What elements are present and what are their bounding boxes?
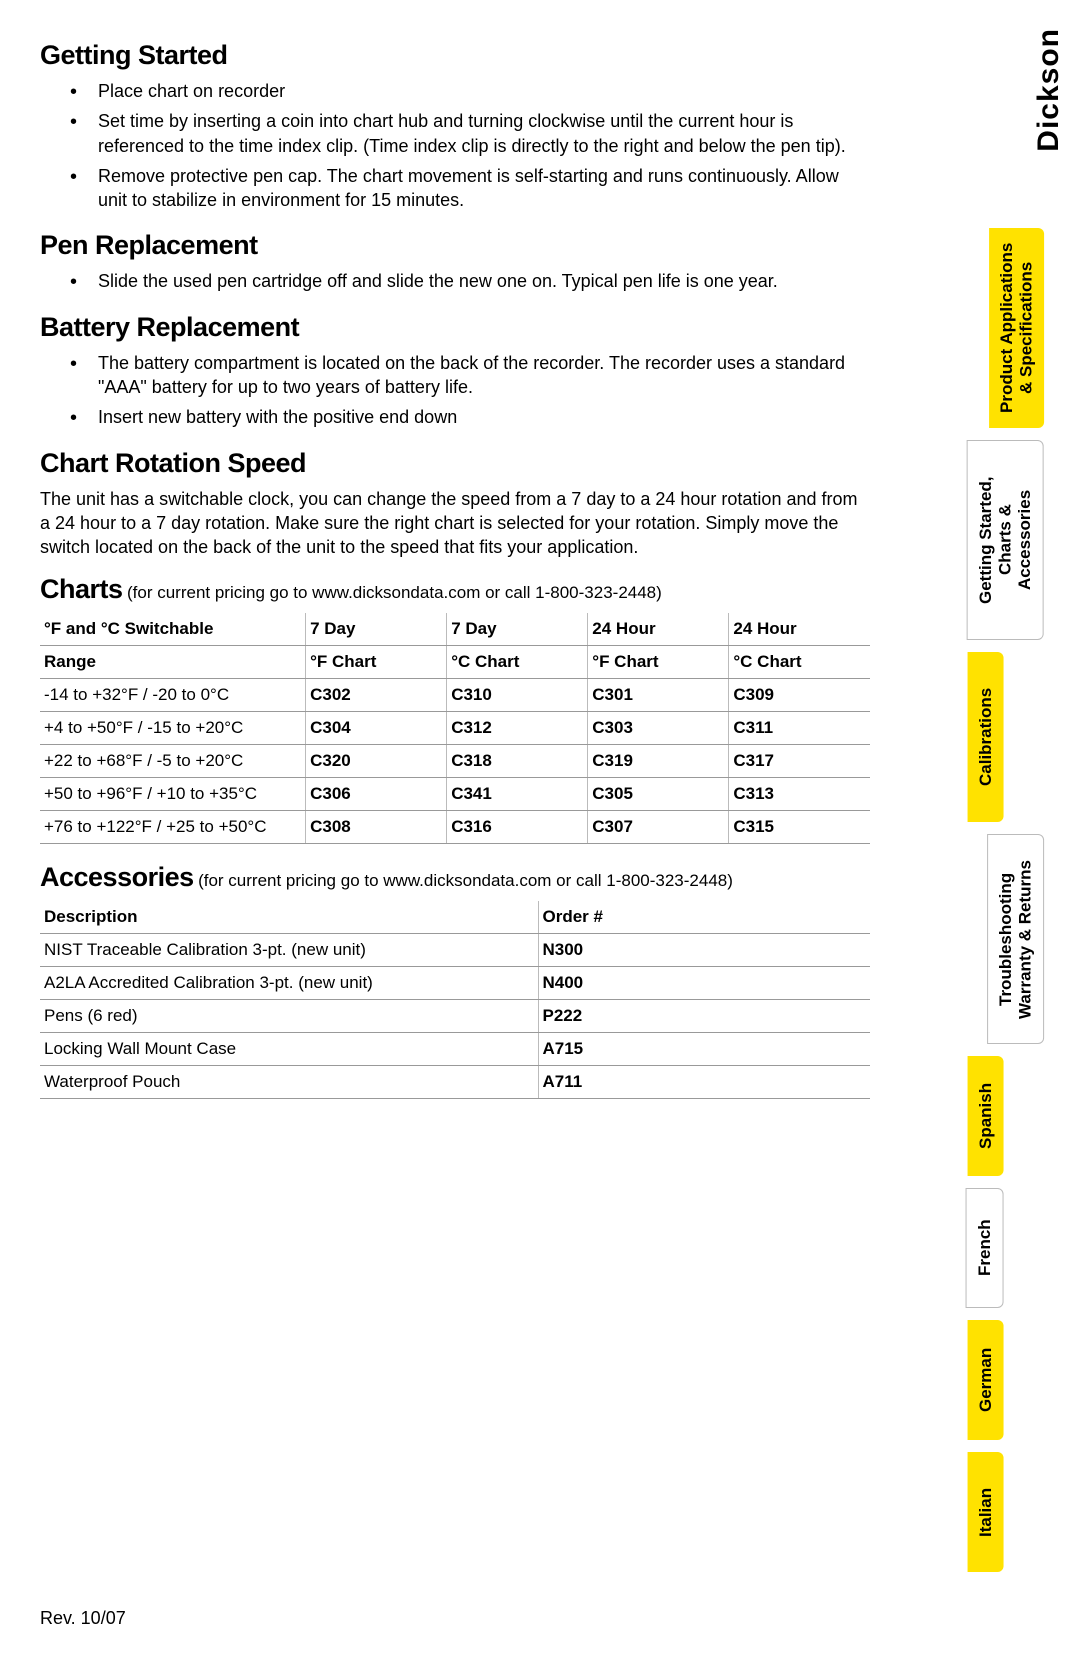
td-order: A715 <box>538 1032 870 1065</box>
table-row: +22 to +68°F / -5 to +20°C C320 C318 C31… <box>40 744 870 777</box>
table-row: Waterproof Pouch A711 <box>40 1065 870 1098</box>
list-item: Remove protective pen cap. The chart mov… <box>70 164 870 213</box>
heading-accessories: Accessories (for current pricing go to w… <box>40 862 870 893</box>
td-desc: Pens (6 red) <box>40 999 538 1032</box>
th: 7 Day <box>306 613 447 646</box>
td-code: C305 <box>588 777 729 810</box>
td-desc: Locking Wall Mount Case <box>40 1032 538 1065</box>
td-order: P222 <box>538 999 870 1032</box>
td-code: C301 <box>588 678 729 711</box>
charts-title: Charts <box>40 574 123 604</box>
td-code: C313 <box>729 777 870 810</box>
td-code: C309 <box>729 678 870 711</box>
list-item: Slide the used pen cartridge off and sli… <box>70 269 870 293</box>
side-tab[interactable]: Italian <box>968 1452 1004 1572</box>
td-code: C304 <box>306 711 447 744</box>
td-range: +50 to +96°F / +10 to +35°C <box>40 777 306 810</box>
accessories-title: Accessories <box>40 862 194 892</box>
th: Order # <box>538 901 870 934</box>
table-row: +50 to +96°F / +10 to +35°C C306 C341 C3… <box>40 777 870 810</box>
th: 24 Hour <box>588 613 729 646</box>
th: 7 Day <box>447 613 588 646</box>
side-tab[interactable]: German <box>968 1320 1004 1440</box>
table-row: NIST Traceable Calibration 3-pt. (new un… <box>40 933 870 966</box>
td-desc: A2LA Accredited Calibration 3-pt. (new u… <box>40 966 538 999</box>
td-code: C318 <box>447 744 588 777</box>
th: 24 Hour <box>729 613 870 646</box>
side-tab[interactable]: Spanish <box>968 1056 1004 1176</box>
td-code: C308 <box>306 810 447 843</box>
revision-label: Rev. 10/07 <box>40 1608 126 1629</box>
accessories-note: (for current pricing go to www.dicksonda… <box>198 871 733 890</box>
table-header-row: Range °F Chart °C Chart °F Chart °C Char… <box>40 645 870 678</box>
td-order: A711 <box>538 1065 870 1098</box>
list-battery-replacement: The battery compartment is located on th… <box>70 351 870 430</box>
td-code: C311 <box>729 711 870 744</box>
list-item: Insert new battery with the positive end… <box>70 405 870 429</box>
td-code: C303 <box>588 711 729 744</box>
table-row: A2LA Accredited Calibration 3-pt. (new u… <box>40 966 870 999</box>
side-tabs: Dickson Product Applications & Specifica… <box>920 0 1080 1669</box>
th: °C Chart <box>729 645 870 678</box>
td-code: C315 <box>729 810 870 843</box>
brand-logo: Dickson <box>1032 28 1066 152</box>
table-row: Pens (6 red) P222 <box>40 999 870 1032</box>
heading-getting-started: Getting Started <box>40 40 870 71</box>
td-desc: Waterproof Pouch <box>40 1065 538 1098</box>
td-desc: NIST Traceable Calibration 3-pt. (new un… <box>40 933 538 966</box>
td-code: C320 <box>306 744 447 777</box>
td-range: -14 to +32°F / -20 to 0°C <box>40 678 306 711</box>
td-range: +76 to +122°F / +25 to +50°C <box>40 810 306 843</box>
td-code: C307 <box>588 810 729 843</box>
td-code: C341 <box>447 777 588 810</box>
th: °F Chart <box>588 645 729 678</box>
table-row: -14 to +32°F / -20 to 0°C C302 C310 C301… <box>40 678 870 711</box>
td-order: N400 <box>538 966 870 999</box>
list-item: Set time by inserting a coin into chart … <box>70 109 870 158</box>
heading-charts: Charts (for current pricing go to www.di… <box>40 574 870 605</box>
charts-note: (for current pricing go to www.dicksonda… <box>127 583 662 602</box>
table-row: +4 to +50°F / -15 to +20°C C304 C312 C30… <box>40 711 870 744</box>
td-code: C306 <box>306 777 447 810</box>
accessories-table: Description Order # NIST Traceable Calib… <box>40 901 870 1099</box>
th: Range <box>40 645 306 678</box>
td-code: C312 <box>447 711 588 744</box>
table-row: Locking Wall Mount Case A715 <box>40 1032 870 1065</box>
td-order: N300 <box>538 933 870 966</box>
table-row: +76 to +122°F / +25 to +50°C C308 C316 C… <box>40 810 870 843</box>
th: °F Chart <box>306 645 447 678</box>
td-code: C317 <box>729 744 870 777</box>
list-item: The battery compartment is located on th… <box>70 351 870 400</box>
side-tab[interactable]: French <box>966 1188 1004 1308</box>
td-code: C316 <box>447 810 588 843</box>
para-chart-rotation: The unit has a switchable clock, you can… <box>40 487 870 560</box>
td-code: C319 <box>588 744 729 777</box>
th: °F and °C Switchable <box>40 613 306 646</box>
heading-battery-replacement: Battery Replacement <box>40 312 870 343</box>
th: °C Chart <box>447 645 588 678</box>
list-item: Place chart on recorder <box>70 79 870 103</box>
side-tab[interactable]: Getting Started, Charts & Accessories <box>967 440 1044 640</box>
list-getting-started: Place chart on recorder Set time by inse… <box>70 79 870 212</box>
table-header-row: Description Order # <box>40 901 870 934</box>
table-header-row: °F and °C Switchable 7 Day 7 Day 24 Hour… <box>40 613 870 646</box>
charts-table: °F and °C Switchable 7 Day 7 Day 24 Hour… <box>40 613 870 844</box>
heading-chart-rotation: Chart Rotation Speed <box>40 448 870 479</box>
td-code: C310 <box>447 678 588 711</box>
side-tab[interactable]: Troubleshooting Warranty & Returns <box>987 834 1044 1044</box>
td-code: C302 <box>306 678 447 711</box>
side-tab[interactable]: Product Applications & Specifications <box>989 228 1044 428</box>
heading-pen-replacement: Pen Replacement <box>40 230 870 261</box>
main-content: Getting Started Place chart on recorder … <box>0 0 920 1139</box>
td-range: +22 to +68°F / -5 to +20°C <box>40 744 306 777</box>
side-tab[interactable]: Calibrations <box>968 652 1004 822</box>
th: Description <box>40 901 538 934</box>
list-pen-replacement: Slide the used pen cartridge off and sli… <box>70 269 870 293</box>
td-range: +4 to +50°F / -15 to +20°C <box>40 711 306 744</box>
